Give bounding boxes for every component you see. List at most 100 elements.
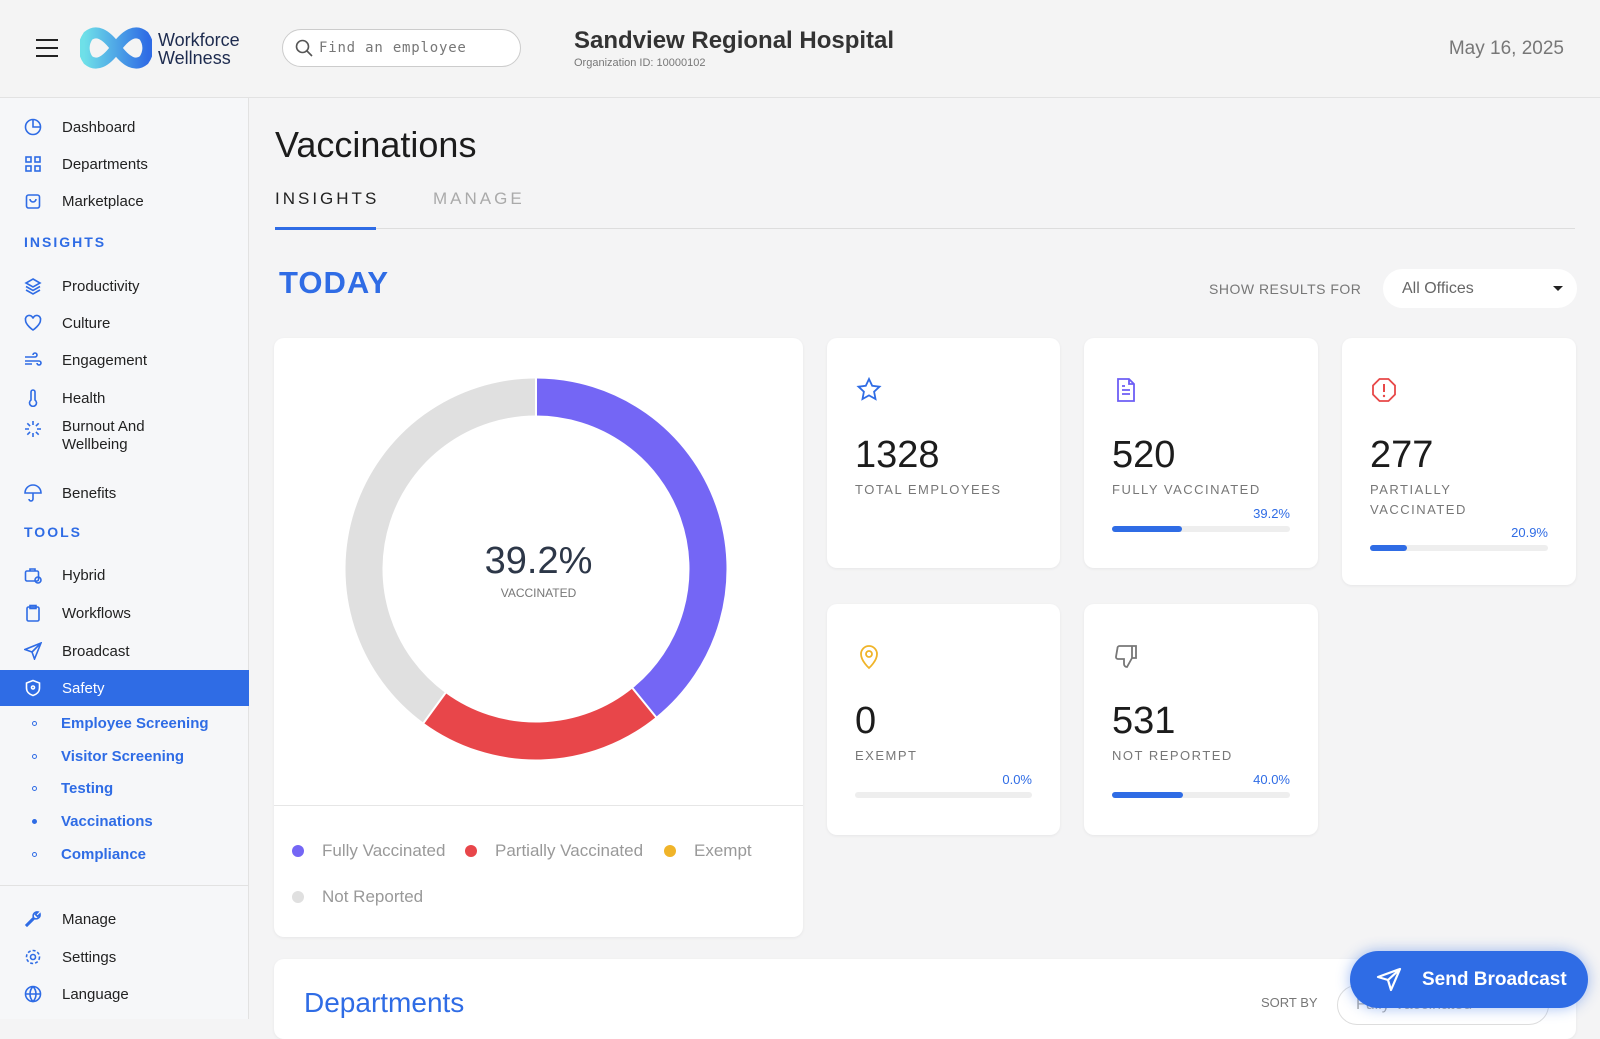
stat-label: TOTAL EMPLOYEES bbox=[855, 482, 1002, 497]
label: Compliance bbox=[61, 845, 147, 863]
label: Health bbox=[62, 389, 106, 407]
donut-card: 39.2% VACCINATED Fully Vaccinated Partia… bbox=[274, 338, 803, 937]
search-input[interactable]: Find an employee bbox=[282, 29, 521, 67]
stat-card-exempt: 0 EXEMPT 0.0% bbox=[827, 604, 1060, 835]
page-title: Vaccinations bbox=[275, 124, 477, 165]
sidebar-item-benefits[interactable]: Benefits bbox=[0, 476, 249, 510]
stat-card-partially-vaccinated: 277 PARTIALLY VACCINATED 20.9% bbox=[1342, 338, 1576, 585]
legend-swatch bbox=[465, 845, 477, 857]
stat-value: 520 bbox=[1112, 434, 1176, 476]
sidebar-item-broadcast[interactable]: Broadcast bbox=[0, 634, 249, 668]
active-tab-indicator bbox=[275, 227, 376, 230]
slice-gap bbox=[422, 691, 447, 725]
gear-icon bbox=[25, 949, 41, 965]
sub-item-visitor-screening[interactable]: Visitor Screening bbox=[0, 742, 249, 770]
label: Safety bbox=[62, 679, 105, 697]
legend-partially-vaccinated[interactable]: Partially Vaccinated bbox=[465, 841, 643, 861]
stat-percent: 39.2% bbox=[1253, 506, 1290, 521]
progress-bar bbox=[1370, 545, 1548, 551]
office-select[interactable]: All Offices bbox=[1383, 269, 1577, 308]
current-date: May 16, 2025 bbox=[1448, 38, 1564, 59]
sidebar-item-productivity[interactable]: Productivity bbox=[0, 269, 249, 303]
slice-gap bbox=[631, 686, 658, 719]
donut-slice-not-reported[interactable] bbox=[345, 378, 537, 723]
send-broadcast-button[interactable]: Send Broadcast bbox=[1350, 951, 1588, 1008]
top-header: Workforce Wellness Find an employee Sandv… bbox=[0, 0, 1600, 98]
org-id: Organization ID: 10000102 bbox=[574, 57, 706, 69]
legend-label: Exempt bbox=[694, 841, 752, 860]
star-icon bbox=[856, 376, 882, 401]
logo-icon bbox=[80, 27, 152, 69]
label: Engagement bbox=[62, 351, 148, 369]
sidebar-item-burnout[interactable]: Burnout And Wellbeing bbox=[0, 418, 249, 462]
label: Language bbox=[62, 985, 129, 1003]
donut-slice-fully-vaccinated[interactable] bbox=[535, 378, 727, 717]
legend-exempt[interactable]: Exempt bbox=[664, 841, 752, 861]
menu-icon[interactable] bbox=[36, 39, 58, 57]
legend-fully-vaccinated[interactable]: Fully Vaccinated bbox=[292, 841, 445, 861]
label: Vaccinations bbox=[61, 812, 153, 830]
shopping-bag-icon bbox=[25, 194, 41, 209]
stat-card-total-employees: 1328 TOTAL EMPLOYEES bbox=[827, 338, 1060, 568]
tabs-divider bbox=[275, 228, 1575, 229]
insights-heading: INSIGHTS bbox=[24, 234, 107, 250]
divider bbox=[0, 885, 249, 886]
sidebar-item-marketplace[interactable]: Marketplace bbox=[0, 184, 249, 218]
legend-not-reported[interactable]: Not Reported bbox=[292, 887, 423, 907]
thermometer-icon bbox=[28, 389, 38, 407]
briefcase-clock-icon bbox=[24, 568, 42, 584]
umbrella-icon bbox=[24, 484, 42, 502]
search-placeholder: Find an employee bbox=[319, 40, 467, 56]
stat-label: FULLY VACCINATED bbox=[1112, 482, 1261, 497]
legend-swatch bbox=[664, 845, 676, 857]
stat-label: EXEMPT bbox=[855, 748, 918, 763]
sidebar-item-language[interactable]: Language bbox=[0, 977, 249, 1011]
vaccination-donut-chart bbox=[345, 377, 727, 760]
sidebar-item-safety[interactable]: Safety bbox=[0, 670, 249, 706]
sidebar-item-manage[interactable]: Manage bbox=[0, 902, 249, 936]
stat-percent: 20.9% bbox=[1511, 525, 1548, 540]
tab-insights[interactable]: INSIGHTS bbox=[275, 189, 380, 208]
bullet-icon bbox=[32, 753, 37, 759]
legend-swatch bbox=[292, 845, 304, 857]
sub-item-employee-screening[interactable]: Employee Screening bbox=[0, 709, 249, 737]
legend-label: Fully Vaccinated bbox=[322, 841, 446, 860]
sidebar-item-engagement[interactable]: Engagement bbox=[0, 343, 249, 377]
tools-heading: TOOLS bbox=[24, 524, 82, 540]
donut-slice-partially-vaccinated[interactable] bbox=[423, 688, 656, 760]
stat-value: 1328 bbox=[855, 434, 940, 476]
send-icon bbox=[24, 642, 42, 660]
send-broadcast-label: Send Broadcast bbox=[1422, 968, 1567, 990]
label: Culture bbox=[62, 314, 111, 332]
sub-item-vaccinations[interactable]: Vaccinations bbox=[0, 807, 249, 835]
loader-icon bbox=[25, 421, 41, 437]
label: Testing bbox=[61, 779, 114, 797]
sidebar-item-culture[interactable]: Culture bbox=[0, 306, 249, 340]
sidebar-item-dashboard[interactable]: Dashboard bbox=[0, 110, 249, 144]
sidebar-item-workflows[interactable]: Workflows bbox=[0, 596, 249, 630]
label: Manage bbox=[62, 910, 117, 928]
stat-percent: 40.0% bbox=[1253, 772, 1290, 787]
divider bbox=[274, 805, 803, 806]
stat-label: PARTIALLY VACCINATED bbox=[1370, 482, 1467, 517]
sidebar-item-departments[interactable]: Departments bbox=[0, 147, 249, 181]
sidebar-item-settings[interactable]: Settings bbox=[0, 940, 249, 974]
pie-chart-icon bbox=[24, 118, 42, 136]
label: Employee Screening bbox=[61, 714, 209, 732]
document-icon bbox=[1117, 378, 1135, 402]
donut-center-value: 39.2% bbox=[484, 540, 593, 582]
stat-value: 0 bbox=[855, 700, 877, 742]
sidebar-item-hybrid[interactable]: Hybrid bbox=[0, 558, 249, 592]
shield-icon bbox=[25, 679, 41, 697]
tab-manage[interactable]: MANAGE bbox=[433, 189, 525, 208]
stat-label: NOT REPORTED bbox=[1112, 748, 1233, 763]
sub-item-compliance[interactable]: Compliance bbox=[0, 840, 249, 868]
stat-value: 277 bbox=[1370, 434, 1434, 476]
donut-center-label: VACCINATED bbox=[500, 586, 577, 600]
sub-item-testing[interactable]: Testing bbox=[0, 774, 249, 802]
legend-label: Not Reported bbox=[322, 887, 424, 906]
sidebar-item-health[interactable]: Health bbox=[0, 381, 249, 415]
today-heading: TODAY bbox=[279, 265, 390, 300]
map-pin-icon bbox=[860, 645, 878, 670]
label: Benefits bbox=[62, 484, 117, 502]
